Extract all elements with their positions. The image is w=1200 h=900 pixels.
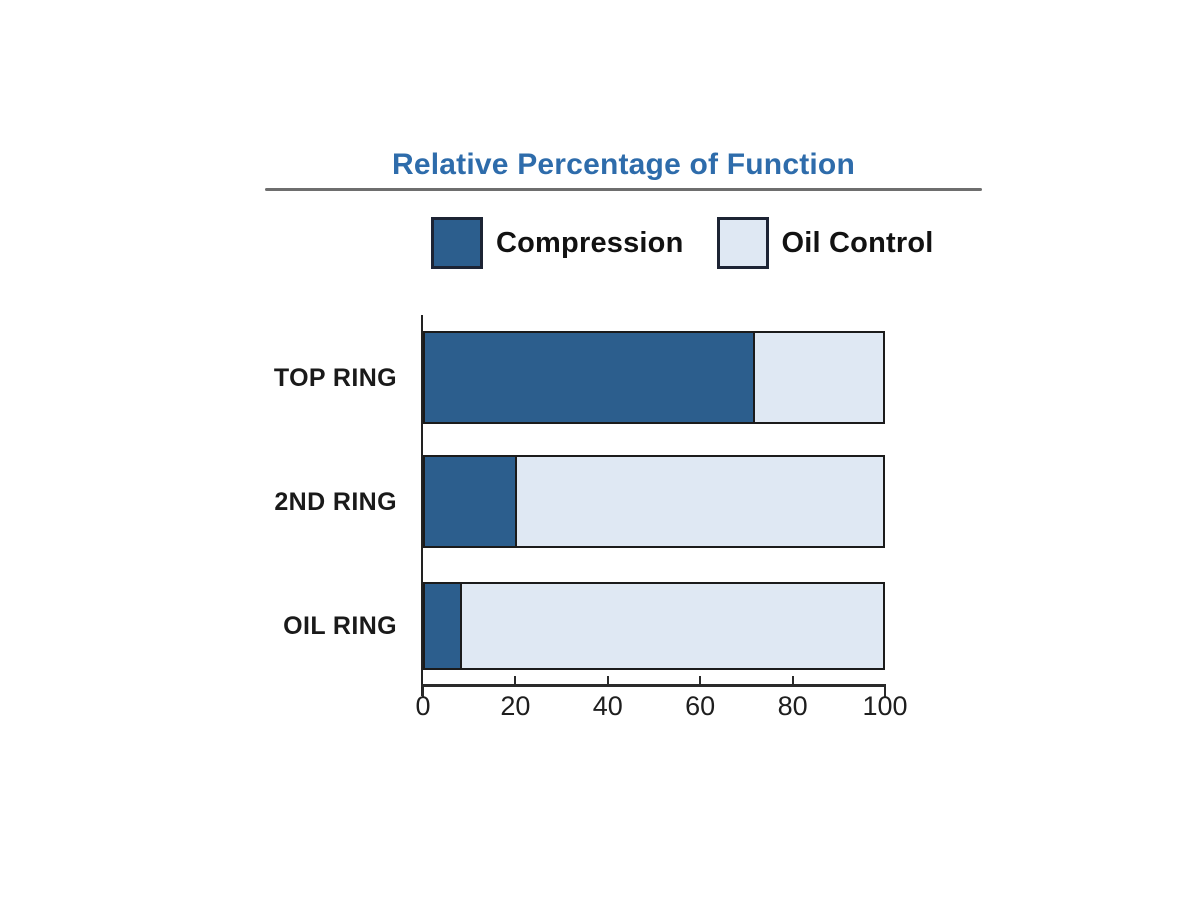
legend: Compression Oil Control — [431, 217, 934, 269]
legend-swatch-oil-control — [716, 217, 769, 269]
category-label: TOP RING — [273, 364, 397, 392]
legend-label-oil-control: Oil Control — [781, 226, 934, 259]
compression-segment — [425, 333, 755, 422]
category-label: OIL RING — [283, 612, 397, 640]
legend-item-compression: Compression — [431, 217, 684, 269]
axis-tick — [606, 676, 609, 684]
axis-tick-label: 40 — [592, 691, 623, 721]
axis-tick — [884, 684, 886, 697]
legend-swatch-compression — [431, 217, 483, 269]
title-underline — [265, 188, 982, 191]
bar-row-top-ring — [423, 331, 885, 424]
axis-tick-label: 0 — [415, 691, 431, 721]
axis-tick-label: 80 — [777, 691, 808, 721]
legend-label-compression: Compression — [496, 226, 684, 259]
x-axis — [421, 676, 886, 697]
axis-tick — [791, 676, 794, 684]
axis-tick — [514, 676, 517, 684]
category-labels: TOP RING 2ND RING OIL RING — [230, 315, 397, 684]
oil-control-segment — [461, 584, 883, 668]
category-label: 2ND RING — [274, 488, 397, 516]
legend-item-oil-control: Oil Control — [716, 217, 934, 269]
axis-tick — [699, 676, 702, 684]
chart-title: Relative Percentage of Function — [392, 148, 855, 181]
x-tick-labels: 0 20 40 60 80 100 — [415, 691, 907, 725]
axis-tick — [422, 684, 424, 697]
bar-row-2nd-ring — [423, 455, 885, 548]
bar-row-oil-ring — [423, 582, 885, 670]
oil-control-segment — [516, 457, 883, 546]
axis-tick-label: 20 — [500, 691, 531, 721]
axis-tick-label: 60 — [685, 691, 716, 721]
y-axis-line — [421, 315, 423, 696]
oil-control-segment — [754, 333, 883, 422]
axis-tick-label: 100 — [862, 691, 908, 721]
plot-area — [421, 315, 886, 697]
compression-segment — [425, 457, 517, 546]
compression-segment — [425, 584, 462, 668]
